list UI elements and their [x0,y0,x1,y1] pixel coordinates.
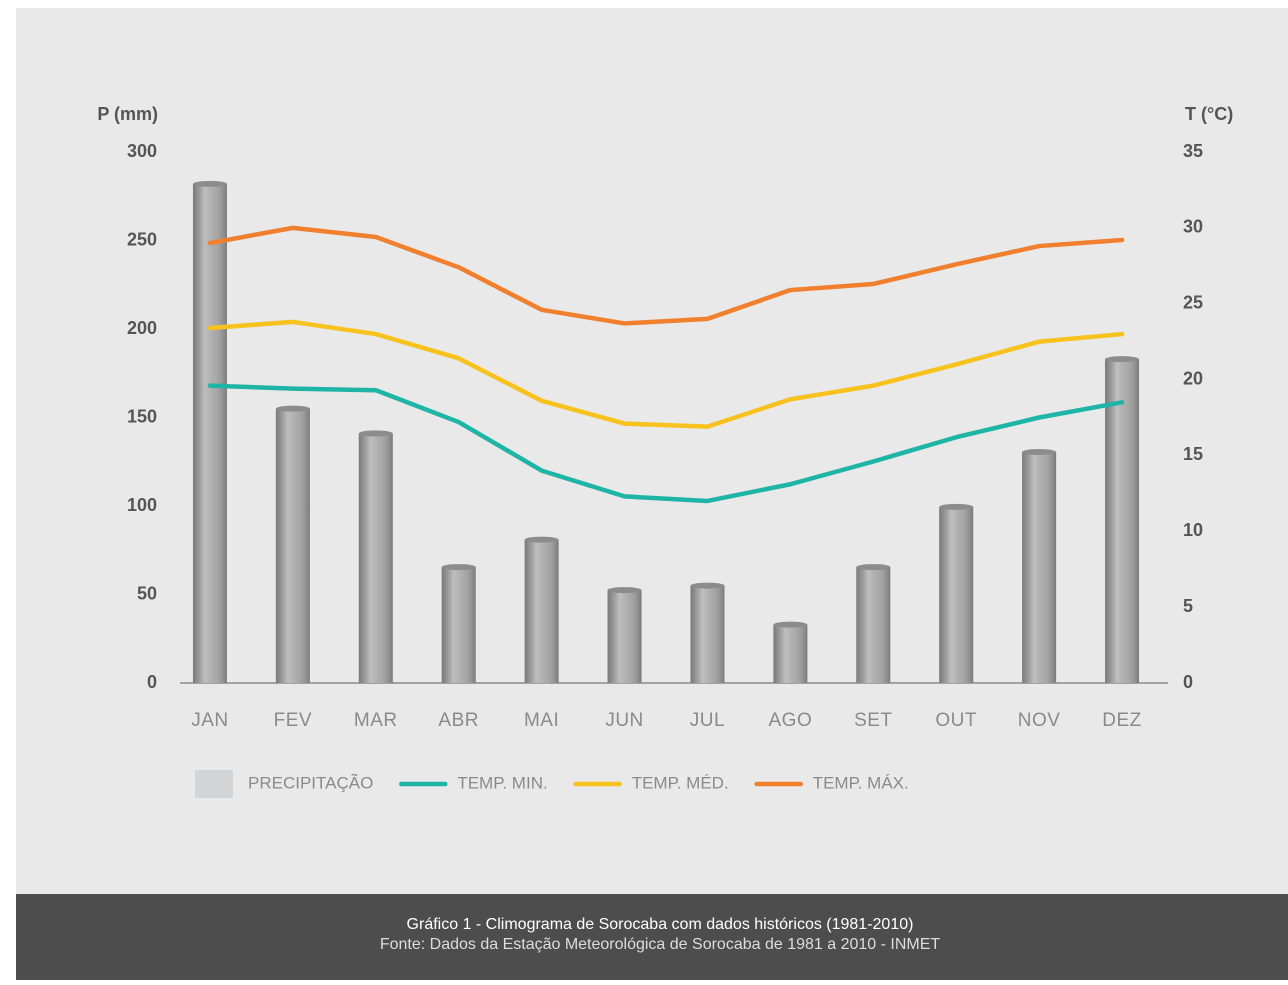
bar-shine [524,539,559,683]
footer-title: Gráfico 1 - Climograma de Sorocaba com d… [407,916,914,933]
bar-cap [1105,356,1140,363]
y2-tick-label: 35 [1183,141,1203,161]
bar-cap [275,405,310,412]
line [207,225,1125,326]
bar-shine [275,408,310,683]
legend-label: TEMP. MÁX. [813,773,909,792]
x-tick-label: JAN [191,710,228,731]
x-tick-label: NOV [1018,710,1061,731]
legend-swatch [195,770,233,798]
y-tick-label: 200 [127,318,157,338]
x-tick-label: ABR [438,710,479,731]
bar-cap [773,621,808,628]
y2-tick-label: 25 [1183,292,1203,312]
y-axis-title: P (mm) [97,104,158,124]
y2-tick-label: 20 [1183,368,1203,388]
bar-shine [690,585,725,683]
legend-label: PRECIPITAÇÃO [248,773,373,792]
x-tick-label: AGO [769,710,813,731]
bar-shine [1022,452,1057,683]
x-tick-label: JUN [605,710,643,731]
y-tick-label: 250 [127,229,157,249]
bar-cap [856,564,891,571]
bar-shine [192,183,227,684]
bar-shine [1105,359,1140,683]
bar-shine [939,506,974,683]
bar-shine [358,433,393,683]
bar-cap [524,536,559,543]
bar-shine [441,567,476,683]
bar-cap [1022,449,1057,456]
x-tick-label: MAR [354,710,398,731]
y-tick-label: 150 [127,406,157,426]
bar-shine [607,590,642,683]
bar-cap [358,430,393,437]
bar-cap [607,587,642,594]
y-tick-label: 50 [137,583,157,603]
footer-source: Fonte: Dados da Estação Meteorológica de… [380,936,941,953]
y2-tick-label: 0 [1183,672,1193,692]
y2-tick-label: 5 [1183,596,1193,616]
y2-tick-label: 15 [1183,444,1203,464]
y2-axis-title: T (°C) [1185,104,1233,124]
bar-cap [192,180,227,187]
footer [16,894,1288,980]
line [207,383,1125,504]
x-tick-label: OUT [935,710,977,731]
bar-cap [441,564,476,571]
bar-cap [939,503,974,510]
x-tick-label: JUL [690,710,725,731]
y-tick-label: 300 [127,141,157,161]
x-tick-label: MAI [524,710,559,731]
bar-shine [773,624,808,683]
y-tick-label: 0 [147,672,157,692]
legend-label: TEMP. MIN. [457,773,547,792]
y-tick-label: 100 [127,495,157,515]
panel [16,8,1288,894]
y2-tick-label: 10 [1183,520,1203,540]
bar-cap [690,582,725,589]
x-tick-label: DEZ [1102,710,1142,731]
legend-label: TEMP. MÉD. [632,773,729,792]
line [207,319,1125,429]
y2-tick-label: 30 [1183,217,1203,237]
x-tick-label: FEV [274,710,312,731]
bar-shine [856,567,891,683]
x-tick-label: SET [854,710,892,731]
